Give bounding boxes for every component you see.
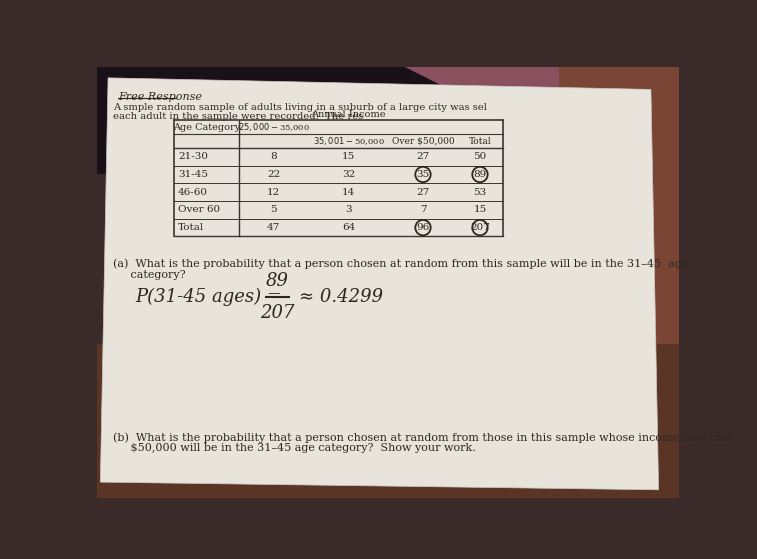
- Text: category?: category?: [114, 269, 186, 280]
- Text: Age Category: Age Category: [173, 122, 240, 131]
- Text: P(31-45 ages) =: P(31-45 ages) =: [135, 288, 282, 306]
- Text: (a)  What is the probability that a person chosen at random from this sample wil: (a) What is the probability that a perso…: [114, 259, 689, 269]
- Text: 3: 3: [345, 205, 352, 215]
- Text: ≈ 0.4299: ≈ 0.4299: [299, 287, 383, 306]
- Text: Free Response: Free Response: [118, 92, 202, 102]
- Polygon shape: [404, 67, 680, 205]
- Text: Over $50,000: Over $50,000: [391, 136, 454, 145]
- Text: 207: 207: [470, 223, 490, 232]
- Text: Total: Total: [178, 223, 204, 232]
- Text: each adult in the sample were recorded.  The res: each adult in the sample were recorded. …: [114, 112, 363, 121]
- Text: 15: 15: [342, 152, 355, 162]
- Text: Over 60: Over 60: [178, 205, 220, 215]
- Text: 27: 27: [416, 152, 430, 162]
- Text: 207: 207: [260, 304, 294, 322]
- Text: 96: 96: [416, 223, 430, 232]
- Text: (b)  What is the probability that a person chosen at random from those in this s: (b) What is the probability that a perso…: [114, 432, 736, 443]
- Bar: [97, 344, 680, 498]
- Text: 89: 89: [266, 272, 289, 290]
- Text: 22: 22: [267, 170, 280, 179]
- Text: 46-60: 46-60: [178, 188, 208, 197]
- Text: A smple random sample of adults living in a suburb of a large city was sel: A smple random sample of adults living i…: [114, 103, 488, 112]
- Text: 64: 64: [342, 223, 355, 232]
- Text: 14: 14: [342, 188, 355, 197]
- Text: 47: 47: [267, 223, 280, 232]
- Text: 15: 15: [473, 205, 487, 215]
- Bar: [559, 67, 680, 498]
- Text: 8: 8: [270, 152, 277, 162]
- Text: 31-45: 31-45: [178, 170, 208, 179]
- Text: 21-30: 21-30: [178, 152, 208, 162]
- Bar: [97, 67, 680, 174]
- Text: 50: 50: [473, 152, 487, 162]
- Text: Annual Income: Annual Income: [310, 111, 385, 120]
- Text: 35: 35: [416, 170, 430, 179]
- Text: $25,000-$35,000: $25,000-$35,000: [238, 121, 310, 133]
- Text: Total: Total: [469, 136, 491, 145]
- Text: 32: 32: [342, 170, 355, 179]
- Polygon shape: [101, 78, 659, 490]
- Text: $50,000 will be in the 31–45 age category?  Show your work.: $50,000 will be in the 31–45 age categor…: [114, 443, 476, 453]
- Text: 53: 53: [473, 188, 487, 197]
- Text: $35,001-$50,000: $35,001-$50,000: [313, 135, 385, 147]
- Text: 27: 27: [416, 188, 430, 197]
- Text: 12: 12: [267, 188, 280, 197]
- Text: 5: 5: [270, 205, 277, 215]
- Text: 89: 89: [473, 170, 487, 179]
- Text: 7: 7: [419, 205, 426, 215]
